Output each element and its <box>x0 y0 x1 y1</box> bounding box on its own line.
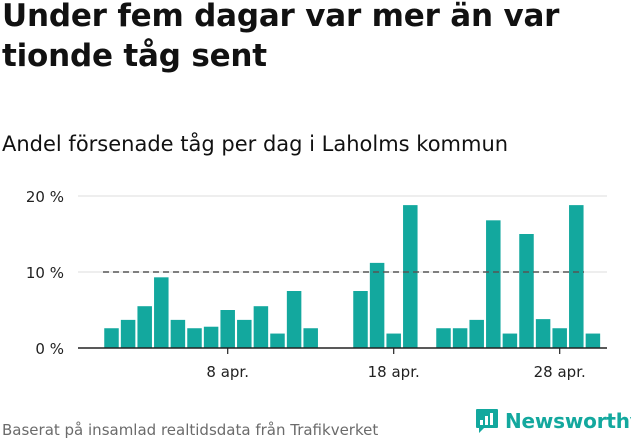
bar <box>104 328 119 348</box>
bar <box>253 306 269 348</box>
bar <box>585 333 601 348</box>
newsworthy-logo-icon <box>476 409 498 433</box>
bar <box>386 333 401 348</box>
bar <box>286 291 302 348</box>
x-axis: 8 apr. 18 apr. 28 apr. <box>78 347 607 381</box>
bar <box>519 234 534 348</box>
x-tick-label: 18 apr. <box>368 363 420 381</box>
bar <box>170 319 186 348</box>
bar <box>120 319 136 348</box>
chart-subtitle: Andel försenade tåg per dag i Laholms ko… <box>2 132 509 156</box>
brand-logo: Newsworthy <box>475 408 631 434</box>
bar <box>436 328 451 348</box>
x-tick-label: 8 apr. <box>206 363 249 381</box>
bar <box>569 205 584 348</box>
y-tick-label: 10 % <box>26 264 64 282</box>
bar <box>502 333 518 348</box>
bar <box>237 319 252 348</box>
bar <box>403 205 418 348</box>
bar <box>486 220 501 348</box>
bar <box>535 319 551 348</box>
bar <box>369 262 385 348</box>
source-note: Baserat på insamlad realtidsdata från Tr… <box>2 421 379 439</box>
chart-title: Under fem dagar var mer än var tionde tå… <box>2 0 560 74</box>
bar <box>353 291 368 348</box>
bar <box>220 310 235 348</box>
bar <box>203 326 219 348</box>
bar <box>303 328 318 348</box>
bars <box>104 205 601 348</box>
y-tick-label: 0 % <box>35 340 64 358</box>
y-tick-label: 20 % <box>26 188 64 206</box>
bar <box>137 306 152 348</box>
bar <box>154 277 169 348</box>
bar <box>452 328 468 348</box>
x-tick-label: 28 apr. <box>534 363 586 381</box>
bar <box>552 328 567 348</box>
bar <box>187 328 202 348</box>
y-axis-labels: 0 % 10 % 20 % <box>26 188 64 358</box>
bar <box>469 319 484 348</box>
bar <box>270 333 285 348</box>
brand-name: Newsworthy <box>505 409 631 433</box>
